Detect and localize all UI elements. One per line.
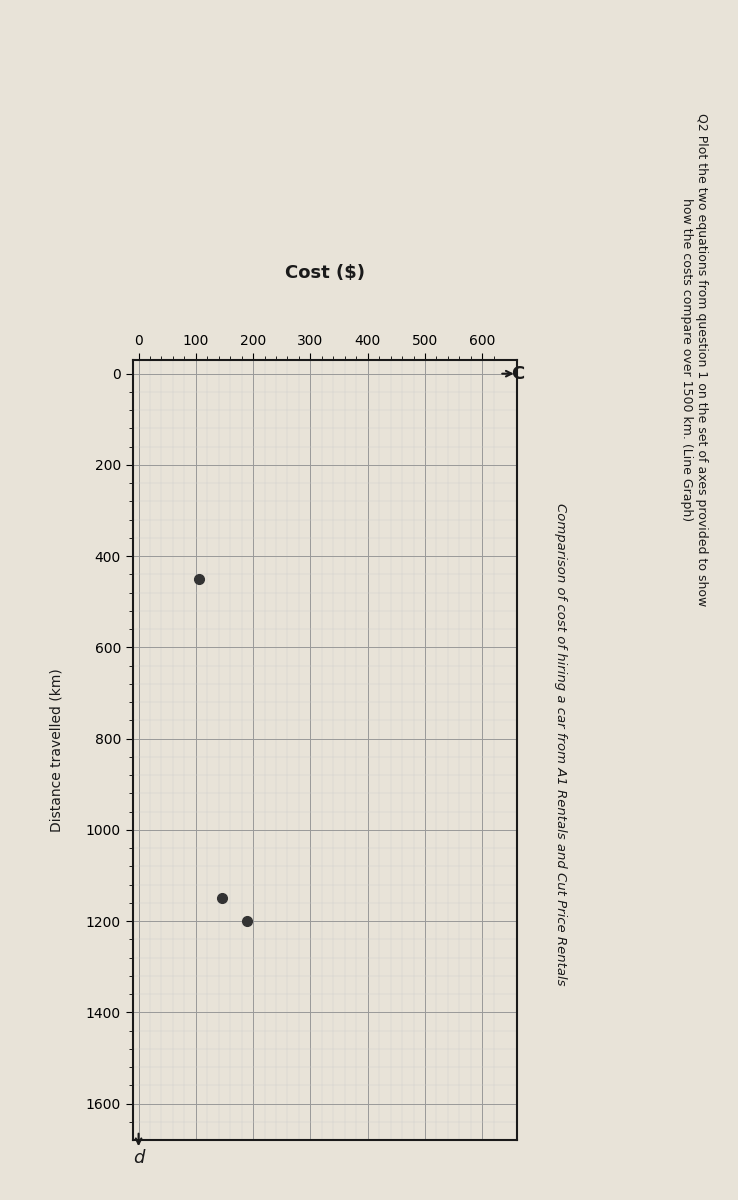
Text: d: d <box>133 1150 144 1168</box>
Text: C: C <box>511 365 524 383</box>
Text: Q2 Plot the two equations from question 1 on the set of axes provided to show
ho: Q2 Plot the two equations from question … <box>680 113 708 607</box>
Text: Distance travelled (km): Distance travelled (km) <box>49 668 63 832</box>
Text: Cost ($): Cost ($) <box>285 264 365 282</box>
Text: Comparison of cost of hiring a car from A1 Rentals and Cut Price Rentals: Comparison of cost of hiring a car from … <box>554 503 568 985</box>
